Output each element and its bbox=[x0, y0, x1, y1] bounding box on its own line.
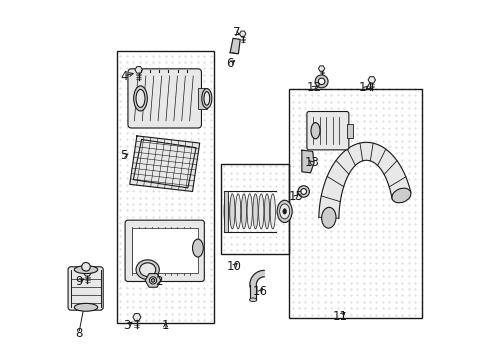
Ellipse shape bbox=[224, 194, 229, 229]
Ellipse shape bbox=[203, 91, 209, 105]
Text: 14: 14 bbox=[358, 81, 373, 94]
Text: 9: 9 bbox=[75, 275, 82, 288]
Circle shape bbox=[314, 75, 327, 88]
Text: 8: 8 bbox=[75, 327, 82, 340]
Polygon shape bbox=[301, 150, 313, 173]
FancyBboxPatch shape bbox=[306, 112, 348, 150]
Circle shape bbox=[300, 189, 306, 194]
Text: 16: 16 bbox=[253, 285, 267, 298]
Text: 12: 12 bbox=[306, 81, 321, 94]
Text: 1: 1 bbox=[162, 319, 169, 332]
Circle shape bbox=[318, 78, 324, 85]
Ellipse shape bbox=[241, 194, 246, 229]
Polygon shape bbox=[129, 136, 199, 192]
Polygon shape bbox=[249, 285, 256, 300]
Ellipse shape bbox=[310, 123, 319, 139]
Ellipse shape bbox=[229, 194, 235, 229]
Text: 13: 13 bbox=[304, 156, 319, 169]
Ellipse shape bbox=[136, 260, 159, 279]
Bar bbox=[221, 164, 289, 253]
Ellipse shape bbox=[133, 86, 147, 111]
Text: 5: 5 bbox=[120, 149, 127, 162]
Ellipse shape bbox=[235, 194, 240, 229]
Ellipse shape bbox=[246, 194, 252, 229]
Text: 7: 7 bbox=[232, 27, 240, 40]
Ellipse shape bbox=[258, 194, 264, 229]
Ellipse shape bbox=[74, 266, 98, 274]
Bar bbox=[117, 51, 214, 323]
Circle shape bbox=[149, 277, 156, 284]
Text: 4: 4 bbox=[121, 69, 128, 82]
Polygon shape bbox=[230, 39, 240, 54]
Ellipse shape bbox=[252, 194, 258, 229]
FancyBboxPatch shape bbox=[68, 267, 103, 310]
Ellipse shape bbox=[139, 263, 155, 276]
Text: 2: 2 bbox=[155, 275, 163, 288]
Text: 3: 3 bbox=[123, 319, 130, 332]
Circle shape bbox=[297, 186, 309, 197]
FancyBboxPatch shape bbox=[125, 220, 204, 282]
Ellipse shape bbox=[282, 209, 286, 214]
Ellipse shape bbox=[264, 194, 269, 229]
Bar bbox=[131, 228, 198, 273]
Bar bbox=[198, 88, 206, 109]
Text: 6: 6 bbox=[226, 57, 233, 70]
Bar bbox=[346, 124, 352, 138]
Ellipse shape bbox=[321, 207, 335, 228]
Polygon shape bbox=[249, 270, 264, 287]
Text: 11: 11 bbox=[332, 310, 347, 323]
Text: 10: 10 bbox=[226, 260, 242, 273]
Ellipse shape bbox=[136, 89, 144, 107]
Ellipse shape bbox=[270, 194, 275, 229]
Ellipse shape bbox=[249, 298, 256, 302]
Circle shape bbox=[151, 279, 155, 282]
Polygon shape bbox=[318, 142, 410, 218]
Ellipse shape bbox=[74, 303, 98, 311]
Ellipse shape bbox=[277, 200, 292, 222]
Ellipse shape bbox=[192, 239, 203, 257]
Text: 15: 15 bbox=[288, 190, 304, 203]
FancyBboxPatch shape bbox=[128, 69, 201, 128]
Ellipse shape bbox=[202, 89, 211, 108]
Bar bbox=[223, 191, 227, 232]
Ellipse shape bbox=[279, 204, 289, 219]
Circle shape bbox=[81, 262, 90, 271]
Ellipse shape bbox=[391, 188, 410, 203]
Bar bbox=[289, 89, 421, 318]
